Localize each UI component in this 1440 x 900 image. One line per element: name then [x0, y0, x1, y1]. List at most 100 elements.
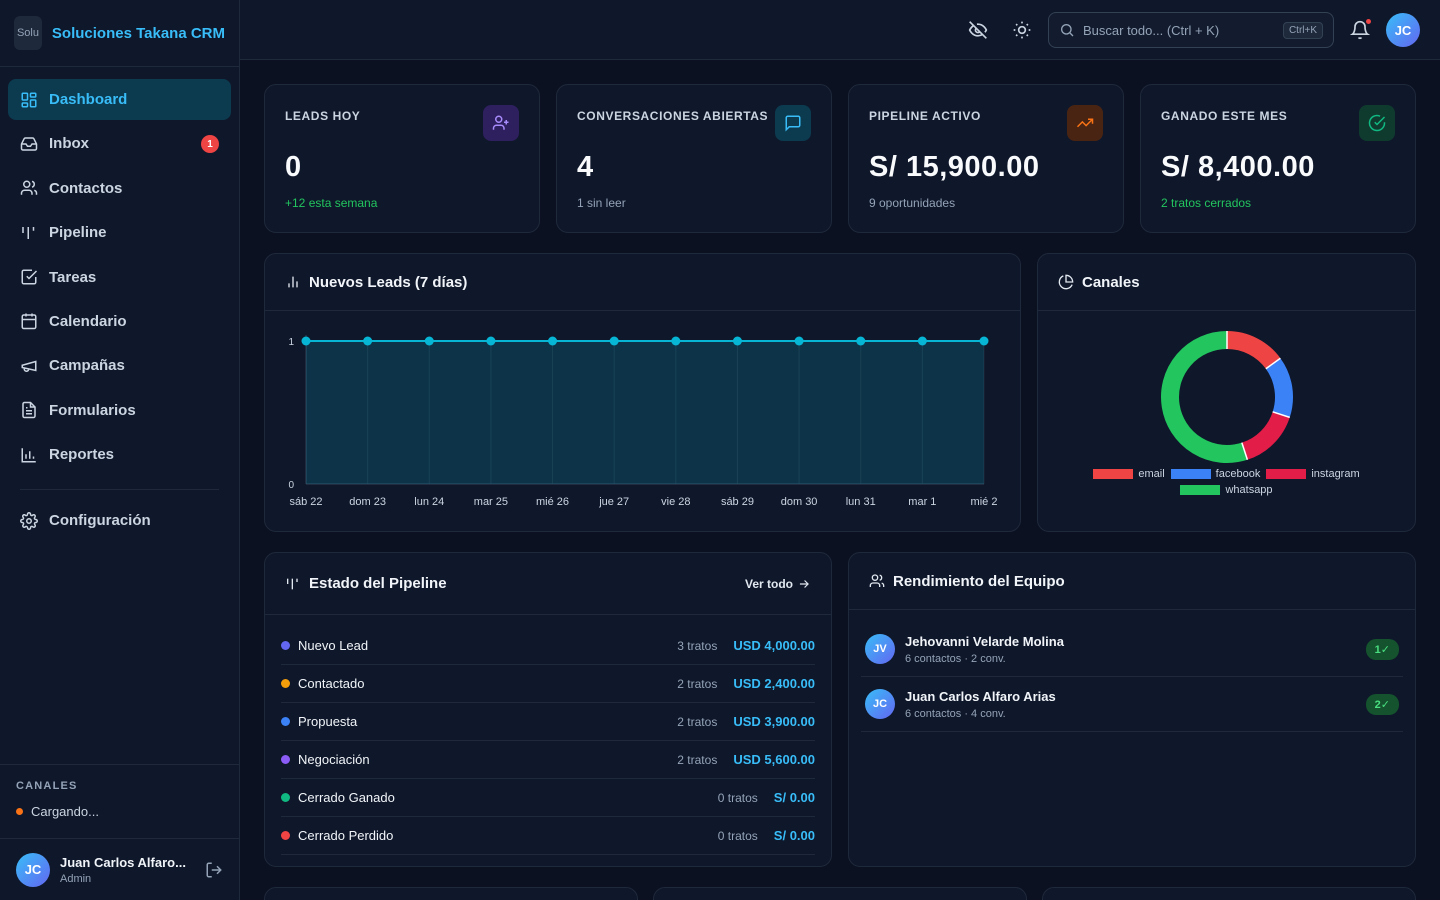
user-avatar[interactable]: JC: [16, 852, 50, 887]
y-tick-label: 1: [288, 337, 294, 348]
stat-label: GANADO ESTE MES: [1161, 109, 1288, 123]
stat-sub: +12 esta semana: [285, 196, 378, 210]
pipeline-stage-row[interactable]: Contactado 2 tratos USD 2,400.00: [281, 665, 815, 703]
pipeline-stage-row[interactable]: Propuesta 2 tratos USD 3,900.00: [281, 703, 815, 741]
nav-item-dashboard[interactable]: Dashboard: [8, 79, 231, 120]
bottom-card-1: [264, 887, 638, 900]
team-member-row[interactable]: JV Jehovanni Velarde Molina 6 contactos …: [861, 622, 1403, 677]
search-icon: [1061, 24, 1074, 37]
x-tick-label: mar 1: [908, 496, 936, 508]
channels-status-block: CANALES Cargando...: [0, 764, 239, 838]
notifications-button[interactable]: [1350, 19, 1371, 40]
leads-chart-header: Nuevos Leads (7 días): [265, 254, 1020, 311]
stage-name: Cerrado Perdido: [298, 828, 394, 843]
data-point: [609, 336, 619, 346]
topbar: Ctrl+K JC: [240, 0, 1440, 60]
nav-item-formularios[interactable]: Formularios: [8, 390, 231, 431]
nav-label: Dashboard: [49, 91, 128, 108]
x-tick-label: mié 26: [536, 496, 569, 508]
topbar-avatar[interactable]: JC: [1386, 13, 1420, 47]
data-point: [671, 336, 681, 346]
team-header: Rendimiento del Equipo: [849, 553, 1415, 610]
inbox-unread-badge: 1: [201, 135, 219, 154]
stage-count: 2 tratos: [677, 752, 718, 767]
stat-sub: 9 oportunidades: [869, 196, 956, 210]
stage-name: Cerrado Ganado: [298, 790, 395, 805]
member-avatar: JV: [865, 634, 895, 664]
form-icon: [22, 401, 36, 419]
nav-label: Configuración: [49, 512, 151, 530]
main-nav: Dashboard Inbox 1 Contactos Pipeline Tar…: [0, 67, 239, 541]
stage-count: 3 tratos: [677, 638, 718, 653]
stat-label: PIPELINE ACTIVO: [869, 109, 981, 123]
pie-chart-icon: [1058, 274, 1074, 290]
pipeline-icon: [287, 578, 298, 589]
nav-item-tareas[interactable]: Tareas: [8, 257, 231, 298]
legend-item-whatsapp[interactable]: whatsapp: [1180, 484, 1273, 496]
nav-item-calendario[interactable]: Calendario: [8, 301, 231, 342]
stat-card-pipeline: PIPELINE ACTIVO S/ 15,900.00 9 oportunid…: [848, 84, 1124, 233]
pipeline-stage-row[interactable]: Cerrado Ganado 0 tratos S/ 0.00: [281, 779, 815, 817]
x-tick-label: sáb 22: [289, 496, 322, 508]
pipeline-status-card: Estado del Pipeline Ver todo Nuevo Lead …: [264, 552, 832, 867]
nav-item-pipeline[interactable]: Pipeline: [8, 212, 231, 253]
donut-slice-facebook: [1265, 358, 1293, 418]
nav-item-inbox[interactable]: Inbox 1: [8, 123, 231, 164]
stage-name: Nuevo Lead: [298, 638, 369, 653]
x-tick-label: mié 2: [971, 496, 998, 508]
pipeline-stage-row[interactable]: Negociación 2 tratos USD 5,600.00: [281, 741, 815, 779]
nav-divider: [20, 489, 219, 491]
legend-label: whatsapp: [1225, 484, 1273, 496]
team-title: Rendimiento del Equipo: [893, 572, 1065, 590]
stat-icon-box: [483, 105, 519, 141]
stage-amount: USD 4,000.00: [733, 638, 815, 653]
global-search[interactable]: Ctrl+K: [1048, 12, 1334, 48]
nav-item-contactos[interactable]: Contactos: [8, 168, 231, 209]
legend-swatch: [1180, 485, 1221, 495]
see-all-label: Ver todo: [744, 576, 793, 591]
pipeline-stage-row[interactable]: Cerrado Perdido 0 tratos S/ 0.00: [281, 817, 815, 855]
data-point: [548, 336, 558, 346]
nav-item-reportes[interactable]: Reportes: [8, 434, 231, 475]
nav-item-campanas[interactable]: Campañas: [8, 345, 231, 386]
x-tick-label: dom 30: [781, 496, 818, 508]
nav-label: Contactos: [49, 179, 123, 197]
legend-label: email: [1138, 468, 1165, 480]
team-member-row[interactable]: JC Juan Carlos Alfaro Arias 6 contactos …: [861, 677, 1403, 732]
team-list: JV Jehovanni Velarde Molina 6 contactos …: [849, 610, 1415, 732]
nav-label: Calendario: [49, 312, 127, 330]
channels-title: CANALES: [16, 780, 78, 792]
donut-slice-whatsapp: [1161, 331, 1248, 463]
channels-chart-title: Canales: [1082, 273, 1140, 291]
pipeline-stage-row[interactable]: Nuevo Lead 3 tratos USD 4,000.00: [281, 627, 815, 665]
x-tick-label: lun 24: [414, 496, 444, 508]
nav-label: Formularios: [49, 401, 136, 419]
nav-item-configuracion[interactable]: Configuración: [8, 500, 231, 541]
see-all-link[interactable]: Ver todo: [745, 577, 811, 591]
nav-label: Campañas: [49, 357, 125, 375]
data-point: [301, 336, 311, 346]
x-tick-label: sáb 29: [721, 496, 754, 508]
logout-icon[interactable]: [205, 861, 223, 879]
nav-label: Inbox: [49, 135, 89, 153]
stage-dot: [281, 717, 290, 726]
data-point: [363, 336, 373, 346]
legend-item-email[interactable]: email: [1093, 468, 1165, 480]
legend-item-instagram[interactable]: instagram: [1266, 468, 1360, 480]
search-shortcut: Ctrl+K: [1282, 21, 1323, 39]
sun-icon[interactable]: [1012, 20, 1032, 40]
data-point: [979, 336, 989, 346]
bottom-card-2: [653, 887, 1027, 900]
brand[interactable]: Solu Soluciones Takana CRM: [0, 0, 239, 67]
stage-dot: [281, 831, 290, 840]
legend-item-facebook[interactable]: facebook: [1170, 468, 1260, 480]
stat-card-ganado: GANADO ESTE MES S/ 8,400.00 2 tratos cer…: [1140, 84, 1416, 233]
member-avatar: JC: [865, 689, 895, 719]
pipeline-header: Estado del Pipeline Ver todo: [265, 553, 831, 615]
eye-off-icon[interactable]: [968, 20, 988, 40]
brand-logo-alt: Solu: [16, 27, 39, 39]
legend-swatch: [1170, 469, 1211, 479]
stage-amount: USD 5,600.00: [733, 752, 815, 767]
stage-count: 2 tratos: [677, 714, 718, 729]
search-input[interactable]: [1083, 22, 1275, 38]
